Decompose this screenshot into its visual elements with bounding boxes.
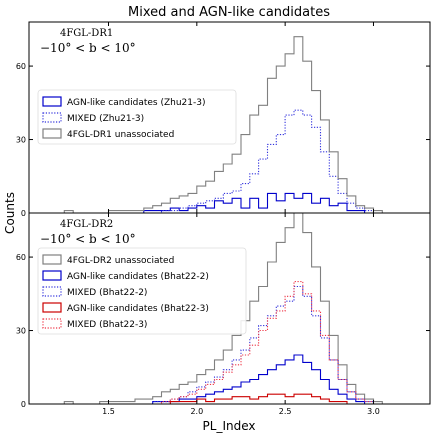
legend-2-swatch-3 (42, 286, 62, 297)
legend-2-label-5: MIXED (Bhat22-3) (67, 320, 147, 330)
y-tick-label-2-2: 60 (16, 253, 26, 262)
legend-1-label-2: MIXED (Zhu21-3) (67, 114, 144, 124)
legend-1-label-1: AGN-like candidates (Zhu21-3) (67, 98, 206, 108)
y-tick-label-2-1: 30 (16, 327, 26, 336)
y-tick-label-2-0: 0 (21, 400, 26, 409)
panel-1-annotation-latitude: −10° < b < 10° (40, 41, 136, 55)
legend-1-swatch-3 (42, 128, 62, 139)
series-2-1-line (63, 212, 383, 405)
legend-1: AGN-like candidates (Zhu21-3) MIXED (Zhu2… (37, 89, 237, 145)
x-tick-label-1: 2.0 (190, 407, 203, 416)
y-tick-label-1-1: 30 (16, 136, 26, 145)
legend-1-box (37, 89, 237, 145)
legend-1-swatch-1 (42, 96, 62, 107)
x-tick-label-0: 1.5 (102, 407, 115, 416)
y-tick-label-1-2: 60 (16, 62, 26, 71)
panel-2-frame (28, 212, 431, 405)
legend-2-box (37, 247, 247, 335)
legend-2-swatch-4 (42, 302, 62, 313)
panel-2-annotation-latitude: −10° < b < 10° (40, 232, 136, 246)
y-axis-label: Counts (3, 192, 17, 234)
legend-2-label-4: AGN-like candidates (Bhat22-3) (67, 304, 209, 314)
legend-2-swatch-5 (42, 318, 62, 329)
chart-title: Mixed and AGN-like candidates (128, 5, 330, 20)
legend-2-swatch-2 (42, 270, 62, 281)
x-tick-label-2: 2.5 (279, 407, 292, 416)
x-axis-label: PL_Index (203, 419, 256, 433)
legend-2: 4FGL-DR2 unassociated AGN-like candidates… (37, 247, 247, 335)
legend-2-label-1: 4FGL-DR2 unassociated (67, 256, 174, 266)
panel-1: 0 30 60 4FGL-DR1 −10° < b < 10° AGN-like cand… (16, 21, 431, 218)
series-2-2-line (64, 354, 383, 405)
series-2-4-line (64, 393, 383, 405)
panel-1-annotation-catalog: 4FGL-DR1 (60, 28, 113, 39)
series-1-3-line (63, 36, 383, 214)
legend-2-label-2: AGN-like candidates (Bhat22-2) (67, 272, 209, 282)
x-tick-label-3: 3.0 (367, 407, 380, 416)
legend-2-swatch-1 (42, 254, 62, 265)
panel-2-annotation-catalog: 4FGL-DR2 (60, 219, 113, 230)
legend-2-label-3: MIXED (Bhat22-2) (67, 288, 147, 298)
legend-1-label-3: 4FGL-DR1 unassociated (67, 130, 174, 140)
panels-group: 0 30 60 4FGL-DR1 −10° < b < 10° AGN-like cand… (16, 21, 431, 416)
legend-1-swatch-2 (42, 112, 62, 123)
y-tick-label-1-0: 0 (21, 209, 26, 218)
